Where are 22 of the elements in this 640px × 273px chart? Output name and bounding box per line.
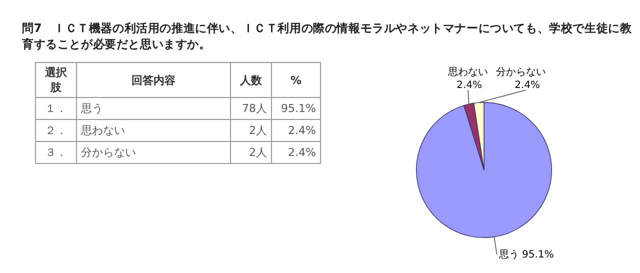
text: 思う (76, 98, 230, 120)
text: ３． (36, 142, 76, 164)
text: % (272, 62, 320, 98)
data-label: 2.4% (456, 80, 482, 91)
text: 人数 (230, 62, 272, 98)
text: 95.1% (272, 98, 320, 120)
text: 2人 (230, 120, 272, 142)
text: 2.4% (272, 120, 320, 142)
text: 分からない (76, 142, 230, 164)
text: 2.4% (272, 142, 320, 164)
text: １． (36, 98, 76, 120)
text: 78人 (230, 98, 272, 120)
data-label: 2.4% (514, 80, 540, 91)
slice-label: 分からない (496, 66, 546, 78)
text: ２． (36, 120, 76, 142)
text: 回答内容 (76, 62, 230, 98)
text: 思わない (76, 120, 230, 142)
text: 2人 (230, 142, 272, 164)
text: 問7 ＩＣＴ機器の利活用の推進に伴い、ＩＣＴ利用の際の情報モラルやネットマナーについても、学校で生徒に教育することが必要だと思いますか。 (22, 20, 633, 52)
text: 選択肢 (36, 62, 76, 98)
slice-label: 思う 95.1% (498, 249, 554, 260)
slice-label: 思わない (447, 67, 488, 78)
